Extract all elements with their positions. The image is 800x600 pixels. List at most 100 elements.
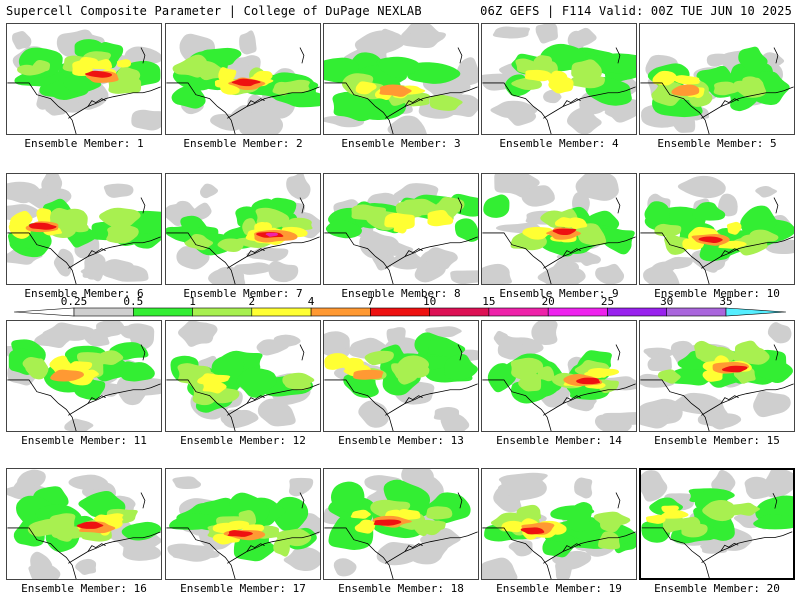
colorbar-tick-label: 35 [719, 296, 732, 308]
scp-contour-gray [192, 202, 212, 221]
colorbar-graphic: 0.25 0.5 1 2 4 7 10 15 20 25 30 35 [13, 296, 787, 317]
scp-contour-gray [119, 325, 139, 339]
map-boundaries [7, 197, 161, 284]
coastline [385, 531, 478, 564]
scp-contour-green [454, 218, 478, 242]
ensemble-member-caption: Ensemble Member: 17 [180, 582, 306, 595]
border-line [640, 379, 710, 431]
map-boundaries [482, 492, 636, 579]
lake-outline [615, 47, 621, 64]
map-boundaries [324, 197, 478, 284]
ensemble-member-map-15[interactable] [639, 320, 795, 432]
scp-contour-light-green [679, 516, 701, 537]
scp-field [640, 322, 793, 430]
scp-contour-yellow [726, 221, 742, 235]
ensemble-member-map-16[interactable] [6, 468, 162, 580]
ensemble-member-map-20[interactable] [639, 468, 795, 580]
border-line [482, 379, 552, 431]
scp-map [482, 24, 636, 134]
scp-contour-yellow [94, 514, 114, 523]
coastline [543, 531, 636, 564]
coastline [227, 383, 320, 416]
scp-contour-yellow [522, 226, 552, 240]
border-line [640, 232, 710, 284]
scp-contour-green [200, 47, 242, 66]
ensemble-member-map-12[interactable] [165, 320, 321, 432]
ensemble-member-map-13[interactable] [323, 320, 479, 432]
scp-contour-light-green [598, 531, 621, 550]
scp-map [482, 321, 636, 431]
scp-contour-gray [389, 250, 427, 270]
ensemble-member-map-10[interactable] [639, 173, 795, 285]
scp-contour-light-green [733, 77, 767, 98]
scp-contour-yellow [355, 81, 377, 95]
scp-contour-gray [41, 174, 63, 200]
scp-contour-orange [379, 84, 412, 97]
scp-map [640, 322, 794, 431]
scp-map [7, 469, 161, 579]
scp-contour-gray [68, 474, 109, 491]
scp-map [166, 321, 320, 431]
river-line [562, 543, 581, 552]
scp-contour-gray [663, 256, 693, 270]
colorbar-tick-label: 25 [601, 296, 614, 308]
ensemble-member-map-3[interactable] [323, 23, 479, 135]
scp-contour-light-green [395, 200, 428, 218]
border-line [641, 527, 710, 578]
ensemble-member-caption: Ensemble Member: 12 [180, 434, 306, 447]
scp-field [641, 470, 793, 554]
scp-contour-light-green [571, 59, 602, 81]
scp-contour-light-green [733, 340, 765, 364]
scp-contour-gray [492, 26, 531, 39]
ensemble-member-map-7[interactable] [165, 173, 321, 285]
colorbar: 0.25 0.5 1 2 4 7 10 15 20 25 30 35 [0, 296, 800, 320]
scp-contour-light-green [17, 64, 46, 76]
scp-map [7, 29, 161, 134]
scp-contour-gray [706, 53, 731, 67]
scp-contour-green [692, 201, 726, 221]
scp-map [324, 469, 478, 579]
border-line [482, 82, 552, 134]
ensemble-member-caption: Ensemble Member: 5 [657, 137, 777, 150]
ensemble-member-map-19[interactable] [481, 468, 637, 580]
scp-contour-light-green [702, 500, 735, 522]
ensemble-member-map-17[interactable] [165, 468, 321, 580]
ensemble-member-map-14[interactable] [481, 320, 637, 432]
scp-contour-gray [288, 477, 314, 497]
lake-outline [140, 344, 146, 361]
ensemble-member-map-9[interactable] [481, 173, 637, 285]
ensemble-member-map-8[interactable] [323, 173, 479, 285]
scp-contour-green [644, 201, 670, 228]
scp-contour-gray [64, 418, 94, 431]
river-line [87, 395, 106, 404]
scp-contour-gray [755, 185, 778, 198]
ensemble-member-map-6[interactable] [6, 173, 162, 285]
ensemble-member-map-18[interactable] [323, 468, 479, 580]
lake-outline [615, 344, 621, 361]
scp-contour-orange [353, 369, 384, 380]
scp-contour-light-green [57, 208, 88, 232]
scp-contour-gray [500, 475, 547, 501]
river-line [246, 395, 265, 404]
scp-contour-gray [102, 265, 149, 282]
lake-outline [457, 197, 463, 214]
ensemble-member-map-11[interactable] [6, 320, 162, 432]
ensemble-member-map-1[interactable] [6, 23, 162, 135]
scp-contour-green [667, 365, 719, 386]
scp-contour-gray [425, 326, 462, 338]
ensemble-member-caption: Ensemble Member: 7 [183, 287, 303, 300]
lake-outline [615, 197, 621, 214]
ensemble-member-map-4[interactable] [481, 23, 637, 135]
scp-contour-yellow [116, 59, 132, 68]
lake-outline [773, 197, 779, 214]
scp-contour-green [483, 194, 510, 218]
scp-contour-gray [454, 57, 478, 86]
ensemble-member-caption: Ensemble Member: 16 [21, 582, 147, 595]
colorbar-tick-label: 10 [423, 296, 436, 308]
coastline [68, 383, 161, 416]
scp-contour-gray [286, 174, 311, 200]
border-line [482, 232, 552, 284]
ensemble-member-map-2[interactable] [165, 23, 321, 135]
ensemble-member-map-5[interactable] [639, 23, 795, 135]
coastline [227, 236, 320, 269]
